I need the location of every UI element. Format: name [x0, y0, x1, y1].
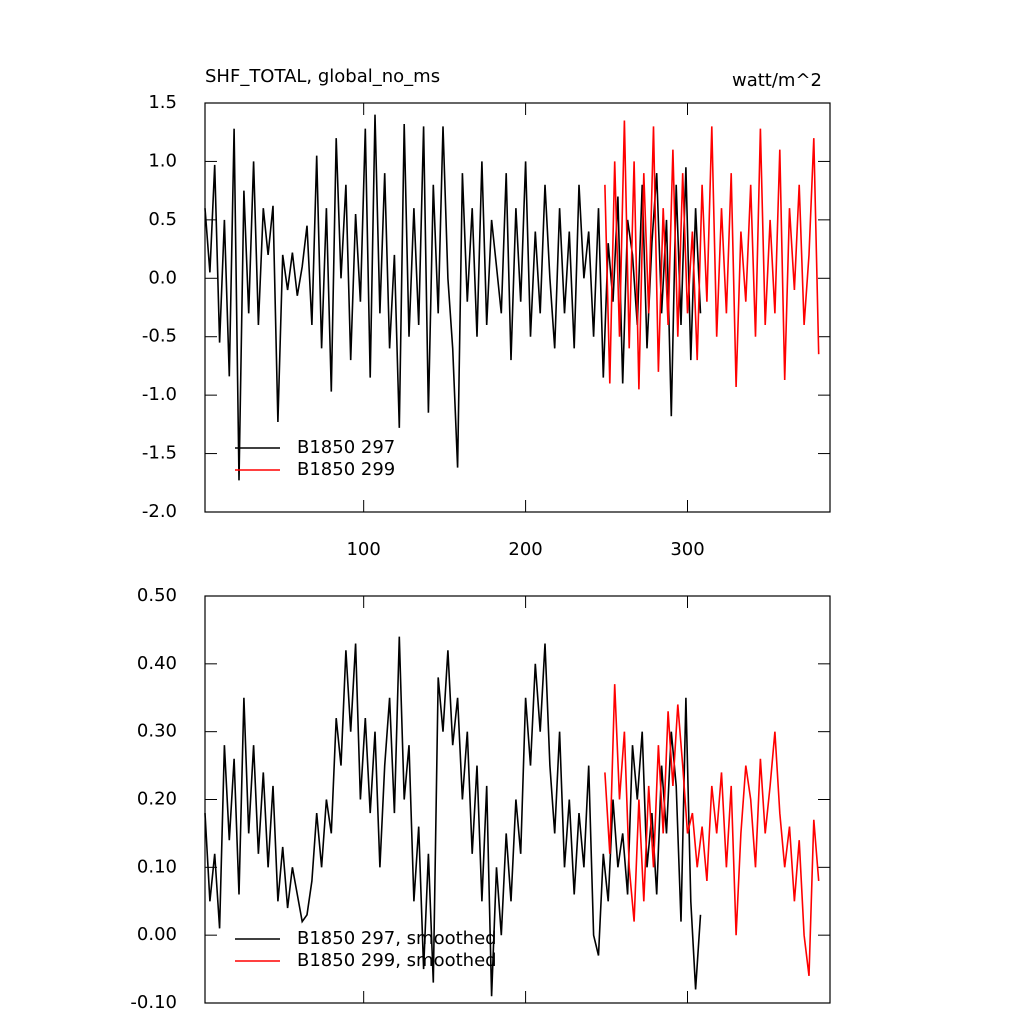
- legend-label: B1850 297, smoothed: [297, 928, 497, 949]
- legend-label: B1850 299: [297, 459, 395, 480]
- y-tick-label: -2.0: [142, 501, 177, 522]
- x-tick-label: 100: [346, 539, 380, 560]
- legend-label: B1850 297: [297, 437, 395, 458]
- y-tick-label: -1.0: [142, 384, 177, 405]
- y-tick-label: -0.5: [142, 326, 177, 347]
- x-tick-label: 200: [508, 539, 542, 560]
- series-line: [204, 114, 702, 481]
- series-line: [604, 120, 820, 390]
- x-tick-label: 300: [670, 539, 704, 560]
- y-tick-label: 0.00: [137, 924, 177, 945]
- y-tick-label: 0.30: [137, 721, 177, 742]
- y-tick-label: 0.20: [137, 789, 177, 810]
- y-tick-label: 0.10: [137, 856, 177, 877]
- y-tick-label: 0.5: [148, 209, 177, 230]
- chart-title: SHF_TOTAL, global_no_ms: [205, 66, 440, 87]
- y-tick-label: 0.40: [137, 653, 177, 674]
- y-tick-label: -0.10: [130, 992, 177, 1013]
- legend-label: B1850 299, smoothed: [297, 950, 497, 971]
- y-tick-label: 0.50: [137, 585, 177, 606]
- y-tick-label: 1.0: [148, 150, 177, 171]
- y-tick-label: 0.0: [148, 267, 177, 288]
- plot-frame: [204, 595, 831, 1004]
- y-tick-label: -1.5: [142, 443, 177, 464]
- plot-frame: [204, 102, 831, 513]
- series-line: [604, 684, 820, 976]
- units-label: watt/m^2: [732, 70, 822, 91]
- series-line: [204, 636, 702, 997]
- y-tick-label: 1.5: [148, 92, 177, 113]
